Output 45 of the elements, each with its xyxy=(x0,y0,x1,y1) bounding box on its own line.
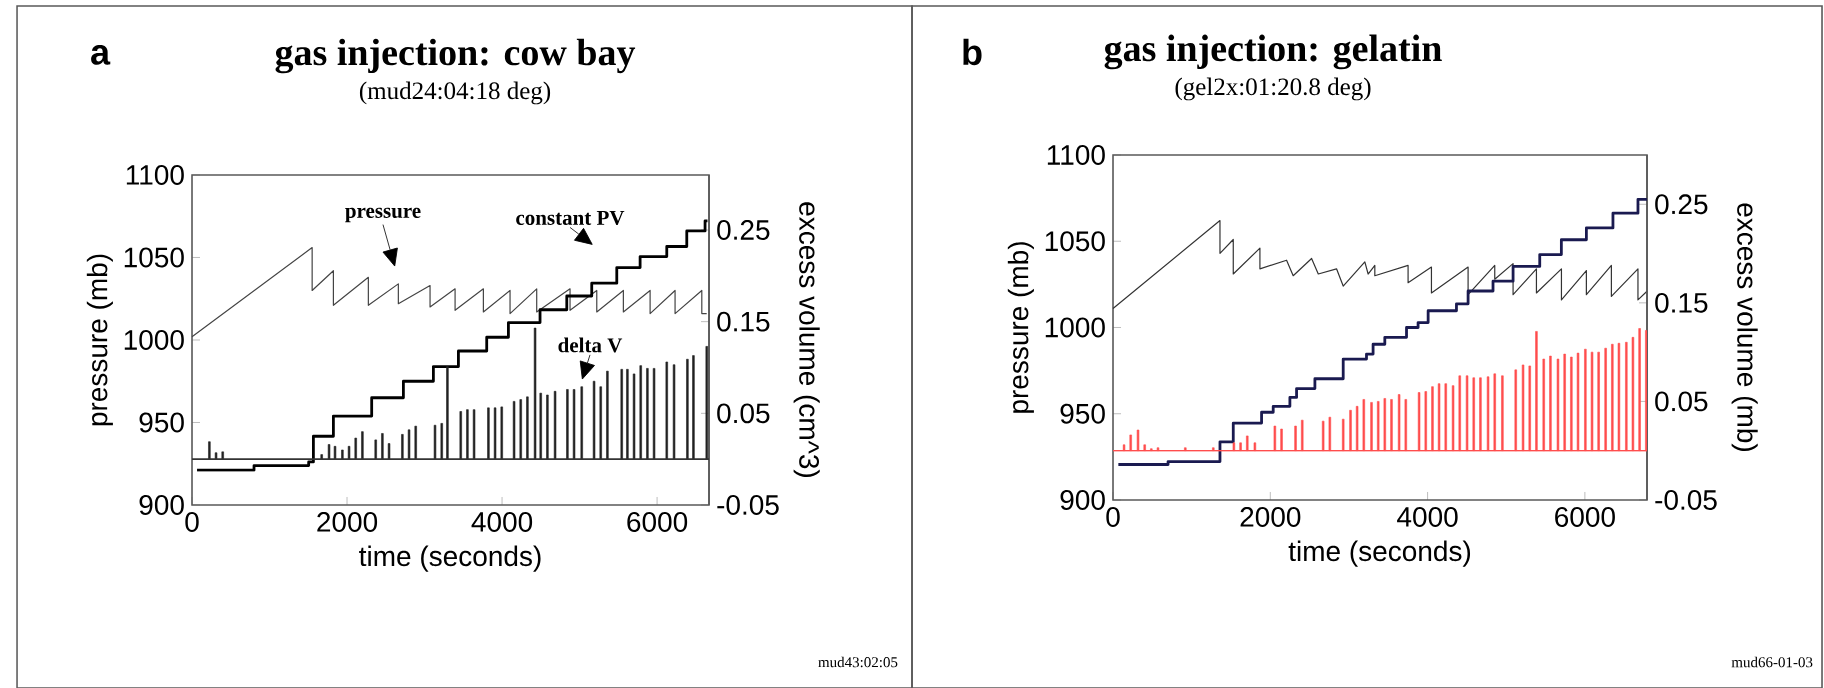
x-tick-label: 0 xyxy=(185,512,199,532)
y-tick-label: 900 xyxy=(1060,490,1105,510)
text: a xyxy=(91,45,111,65)
y-tick-label: 900 xyxy=(139,495,184,515)
annotation: pressure xyxy=(345,207,421,223)
y2-axis-title: excess volume (cm^3) xyxy=(793,202,820,478)
y2-tick-label: 0.15 xyxy=(717,311,770,332)
y2-tick-label: 0.25 xyxy=(717,220,770,240)
y-axis-title: pressure (mb) xyxy=(1007,242,1034,413)
y-axis-title: pressure (mb) xyxy=(86,254,113,426)
x-tick-label: 4000 xyxy=(471,512,533,532)
x-tick-label: 2000 xyxy=(1240,507,1301,527)
line-series xyxy=(1112,219,1648,310)
annotation: constant PV xyxy=(516,210,625,226)
y-tick-label: 1100 xyxy=(126,165,184,185)
text: mud66-01-03 xyxy=(1731,656,1813,668)
y2-tick-label: 0.25 xyxy=(1655,194,1708,215)
x-axis-title: time (seconds) xyxy=(1288,540,1471,567)
chart-title: gas injection: gelatin xyxy=(1104,34,1442,70)
y2-axis-title: excess volume (mb) xyxy=(1731,203,1758,451)
y2-tick-label: 0.05 xyxy=(1655,391,1708,412)
x-tick-label: 4000 xyxy=(1397,507,1458,527)
line-series xyxy=(191,246,708,338)
annotation: delta V xyxy=(558,337,623,353)
y-tick-label: 1000 xyxy=(1045,317,1105,338)
y-tick-label: 950 xyxy=(139,412,184,433)
y-tick-label: 1000 xyxy=(124,330,184,350)
y-tick-label: 1050 xyxy=(1045,231,1105,252)
x-axis-title: time (seconds) xyxy=(359,545,541,572)
y2-tick-label: 0.15 xyxy=(1655,292,1708,313)
chart-title: gas injection: cow bay xyxy=(275,38,636,74)
text: b xyxy=(963,38,982,66)
text: mud43:02:05 xyxy=(818,656,898,668)
x-tick-label: 6000 xyxy=(1555,507,1615,527)
y-tick-label: 1050 xyxy=(124,247,184,268)
y-tick-label: 1100 xyxy=(1047,145,1105,165)
y2-tick-label: -0.05 xyxy=(717,495,779,515)
x-tick-label: 2000 xyxy=(317,512,378,532)
y-tick-label: 950 xyxy=(1060,403,1105,424)
x-tick-label: 6000 xyxy=(627,512,688,532)
x-tick-label: 0 xyxy=(1106,507,1120,527)
y2-tick-label: 0.05 xyxy=(717,403,770,424)
chart-subtitle: (mud24:04:18 deg) xyxy=(359,81,551,105)
y2-tick-label: -0.05 xyxy=(1655,490,1717,510)
chart-subtitle: (gel2x:01:20.8 deg) xyxy=(1175,77,1371,101)
